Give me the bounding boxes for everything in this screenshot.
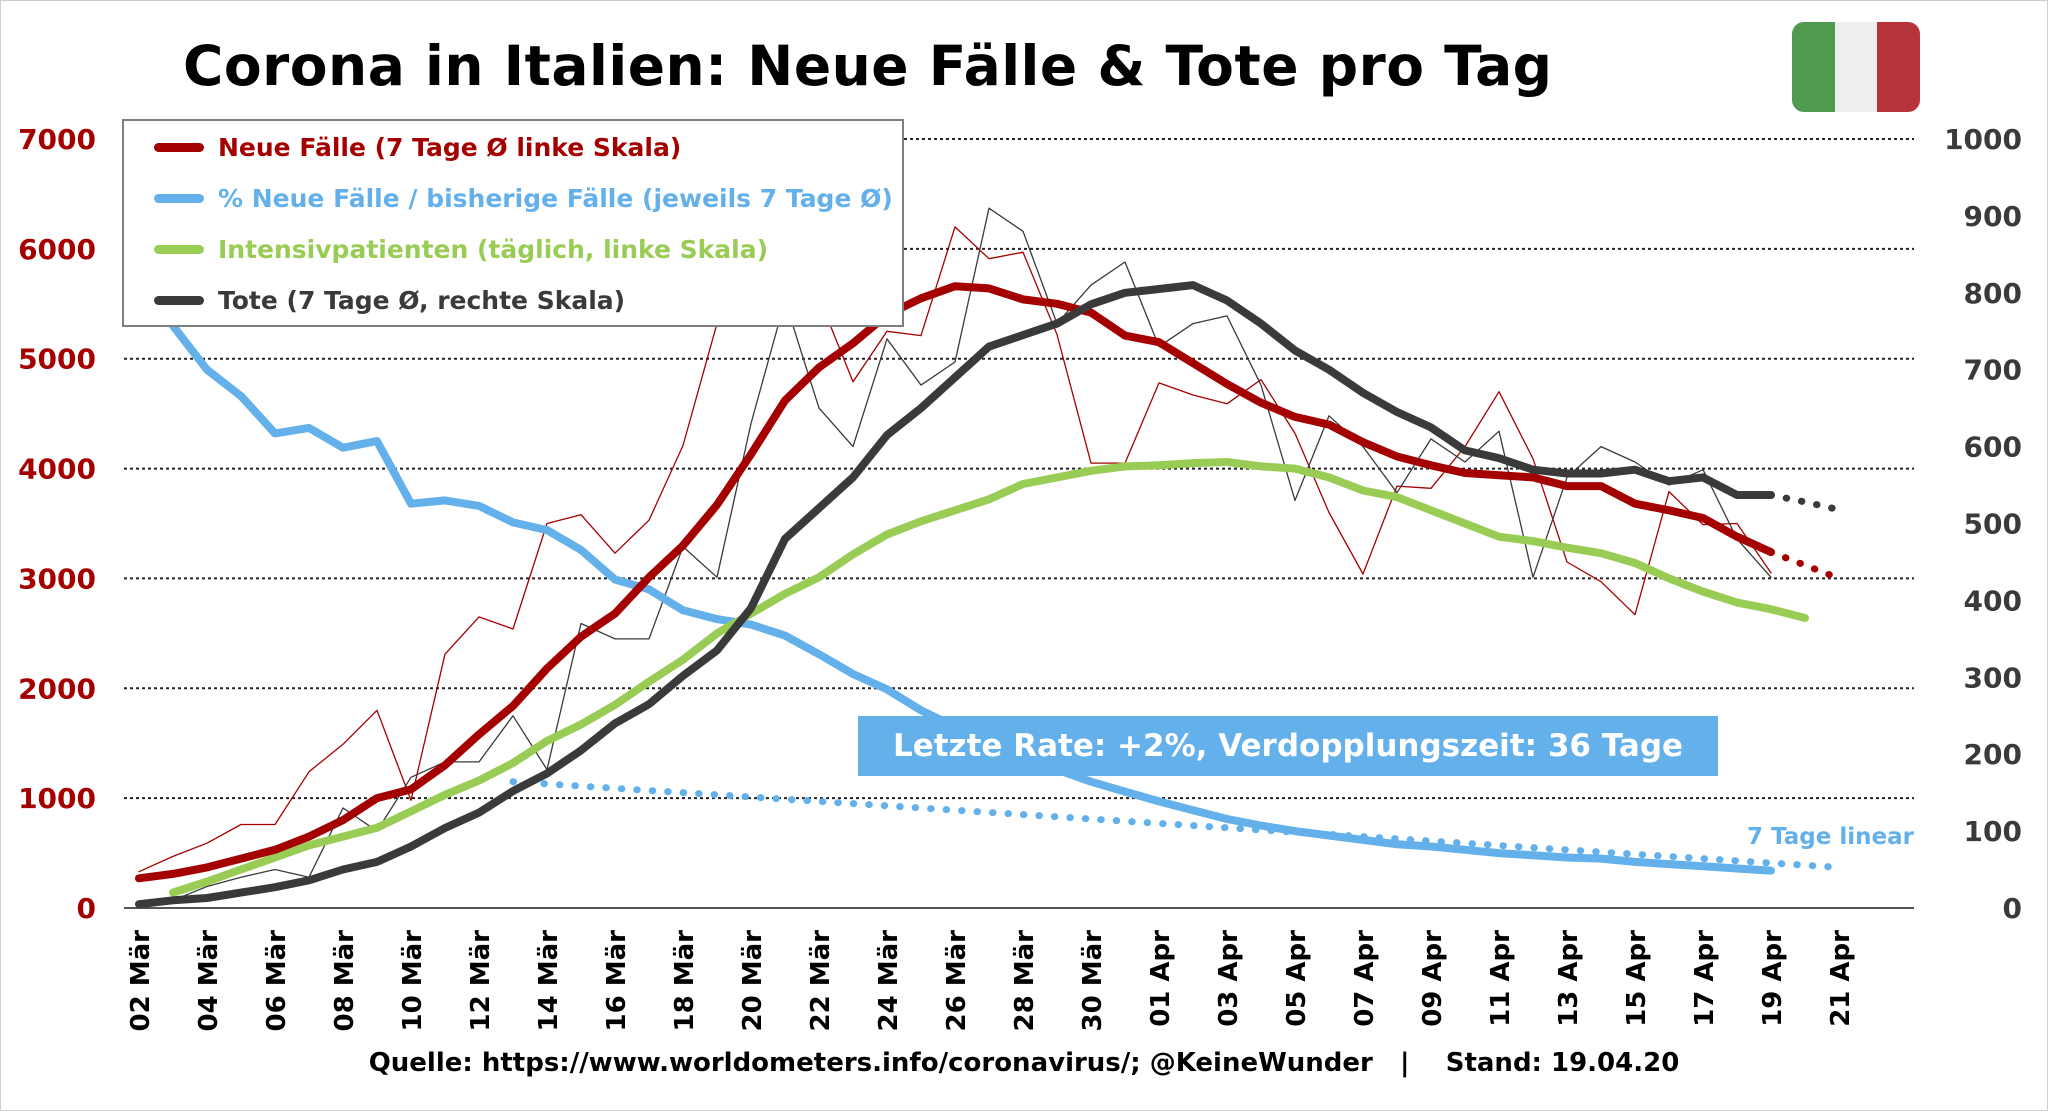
x-tick-label: 28 Mär (1010, 930, 1040, 1032)
series-line-tote-t-glich (138, 207, 1772, 905)
italy-flag-icon (1792, 22, 1920, 112)
left-tick-label: 4000 (18, 453, 96, 486)
legend: Neue Fälle (7 Tage Ø linke Skala) % Neue… (122, 119, 904, 327)
legend-swatch-deaths (154, 295, 204, 305)
x-tick-label: 18 Mär (670, 930, 700, 1032)
left-tick-label: 5000 (18, 343, 96, 376)
x-tick-label: 19 Apr (1758, 930, 1788, 1027)
x-tick-label: 20 Mär (738, 930, 768, 1032)
x-tick-label: 03 Apr (1214, 930, 1244, 1027)
x-tick-label: 08 Mär (330, 930, 360, 1032)
legend-swatch-cases (154, 142, 204, 152)
legend-swatch-icu (154, 244, 204, 254)
right-tick-label: 600 (1964, 431, 2022, 464)
x-tick-label: 11 Apr (1486, 930, 1516, 1027)
left-tick-label: 0 (77, 892, 96, 925)
x-tick-label: 09 Apr (1418, 930, 1448, 1027)
x-tick-label: 04 Mär (194, 930, 224, 1032)
series-line-tote-7-tage-rechte-skala (135, 281, 1775, 909)
x-tick-label: 26 Mär (942, 930, 972, 1032)
legend-item-percent: % Neue Fälle / bisherige Fälle (jeweils … (154, 178, 893, 218)
right-tick-label: 300 (1964, 661, 2022, 694)
source-footer: Quelle: https://www.worldometers.info/co… (368, 1048, 1680, 1078)
right-tick-label: 200 (1964, 738, 2022, 771)
right-tick-label: 900 (1964, 200, 2022, 233)
x-tick-label: 16 Mär (602, 930, 632, 1032)
left-tick-label: 1000 (18, 782, 96, 815)
grid-lines (124, 138, 1914, 909)
series-line-tote-projektion (1767, 491, 1843, 514)
legend-label-deaths: Tote (7 Tage Ø, rechte Skala) (218, 285, 626, 315)
series-line-neue-f-lle-projektion (509, 778, 1843, 871)
left-axis-ticks: 0 1000 2000 3000 4000 5000 6000 7000 (18, 123, 96, 925)
left-tick-label: 6000 (18, 233, 96, 266)
x-tick-label: 10 Mär (398, 930, 428, 1032)
right-tick-label: 500 (1964, 508, 2022, 541)
right-axis-ticks: 0 100 200 300 400 500 600 700 800 900 1000 (1944, 123, 2022, 925)
x-tick-label: 22 Mär (806, 930, 836, 1032)
x-tick-label: 24 Mär (874, 930, 904, 1032)
right-tick-label: 800 (1964, 277, 2022, 310)
x-tick-label: 12 Mär (466, 930, 496, 1032)
legend-swatch-percent (154, 193, 204, 203)
x-tick-label: 15 Apr (1622, 930, 1652, 1027)
legend-item-icu: Intensivpatienten (täglich, linke Skala) (154, 229, 768, 269)
series-line-neue-f-lle-7-tage-linke-skala (135, 282, 1775, 883)
left-tick-label: 7000 (18, 123, 96, 156)
chart-title: Corona in Italien: Neue Fälle & Tote pro… (183, 34, 1553, 98)
right-tick-label: 100 (1964, 815, 2022, 848)
x-axis-ticks: 02 Mär 04 Mär 06 Mär 08 Mär 10 Mär 12 Mär 14 M… (126, 930, 1856, 1032)
legend-item-deaths: Tote (7 Tage Ø, rechte Skala) (154, 280, 625, 320)
series-line-neue-f-lle-t-glich (138, 185, 1772, 873)
right-tick-label: 700 (1964, 354, 2022, 387)
series-line-intensivpatienten-t-glich-linke-skala (169, 458, 1809, 897)
left-tick-label: 3000 (18, 562, 96, 595)
x-tick-label: 21 Apr (1826, 930, 1856, 1027)
x-tick-label: 14 Mär (534, 930, 564, 1032)
right-tick-label: 1000 (1944, 123, 2022, 156)
legend-label-cases: Neue Fälle (7 Tage Ø linke Skala) (218, 132, 682, 162)
x-tick-label: 13 Apr (1554, 930, 1584, 1027)
x-tick-label: 02 Mär (126, 930, 156, 1032)
projection-label: 7 Tage linear (1747, 824, 1914, 850)
series-line-neue-f-lle-projektion (1767, 548, 1843, 582)
legend-label-percent: % Neue Fälle / bisherige Fälle (jeweils … (218, 183, 893, 213)
x-tick-label: 17 Apr (1690, 930, 1720, 1027)
rate-callout: Letzte Rate: +2%, Verdopplungszeit: 36 T… (858, 716, 1718, 776)
flag-stripe-green (1792, 22, 1835, 112)
x-tick-label: 06 Mär (262, 930, 292, 1032)
x-tick-label: 01 Apr (1146, 930, 1176, 1027)
x-tick-label: 05 Apr (1282, 930, 1312, 1027)
x-tick-label: 30 Mär (1078, 930, 1108, 1032)
right-tick-label: 400 (1964, 584, 2022, 617)
left-tick-label: 2000 (18, 672, 96, 705)
right-tick-label: 0 (2003, 892, 2022, 925)
legend-label-icu: Intensivpatienten (täglich, linke Skala) (218, 234, 769, 264)
legend-item-cases: Neue Fälle (7 Tage Ø linke Skala) (154, 127, 681, 167)
flag-stripe-white (1834, 22, 1878, 112)
flag-stripe-red (1877, 22, 1920, 112)
x-tick-label: 07 Apr (1350, 930, 1380, 1027)
